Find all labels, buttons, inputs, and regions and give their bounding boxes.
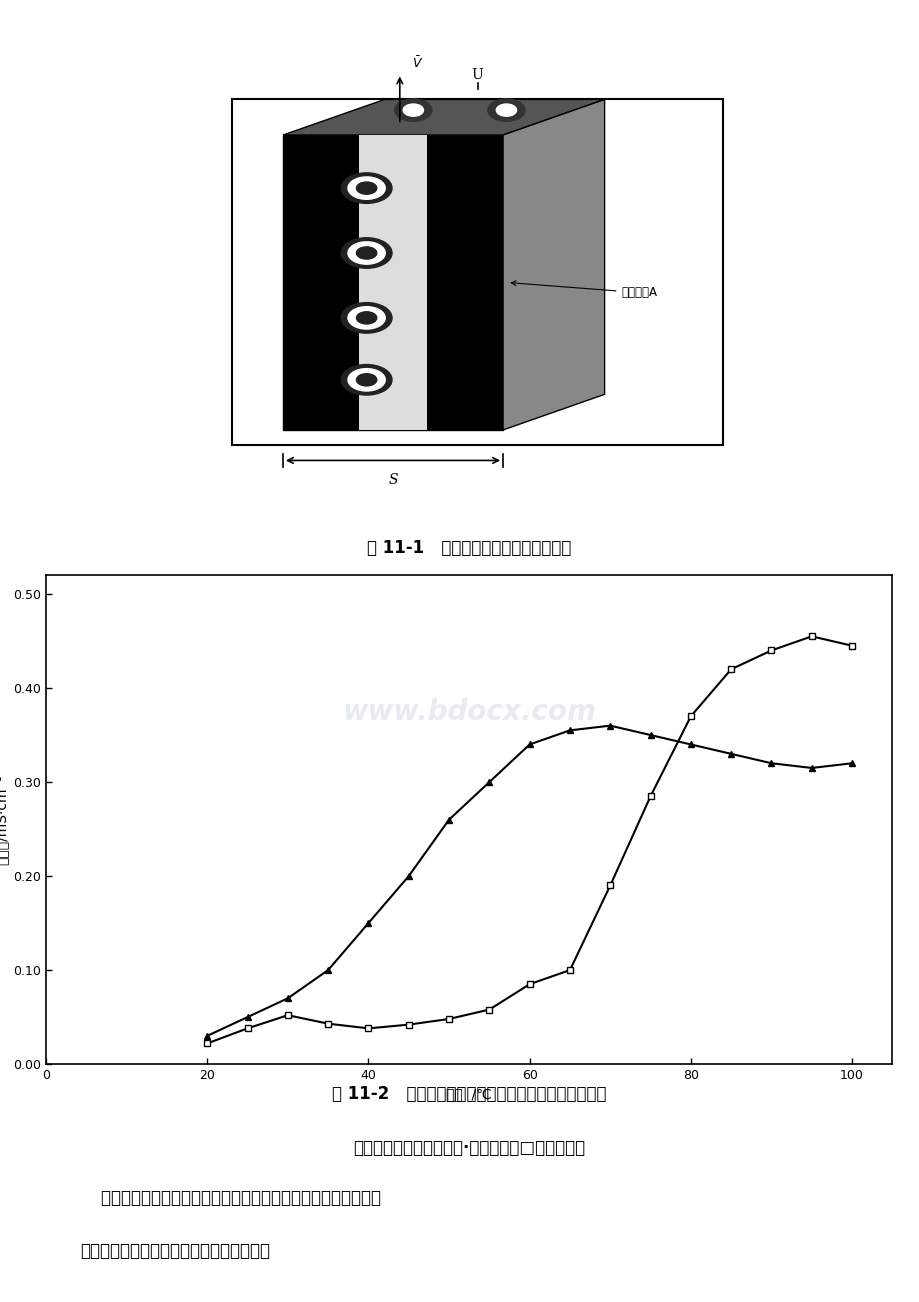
Circle shape: [403, 104, 423, 116]
Circle shape: [356, 182, 377, 194]
Text: www.bdocx.com: www.bdocx.com: [342, 698, 596, 727]
Bar: [358, 135, 426, 430]
Circle shape: [347, 368, 385, 391]
Circle shape: [341, 365, 391, 395]
Circle shape: [356, 311, 377, 324]
X-axis label: 温度  /℃: 温度 /℃: [446, 1087, 492, 1101]
Text: 图 11-1   含颗粒食品的欧姆加热示意图: 图 11-1 含颗粒食品的欧姆加热示意图: [367, 539, 571, 557]
Circle shape: [394, 99, 432, 121]
Polygon shape: [503, 99, 604, 430]
Text: 此外，食品的电导率还是频率的函数；食品的各个方向电导率是: 此外，食品的电导率还是频率的函数；食品的各个方向电导率是: [80, 1189, 380, 1207]
Circle shape: [341, 238, 391, 268]
Circle shape: [347, 307, 385, 329]
Circle shape: [356, 247, 377, 259]
Text: 不同的，如胡萝卜长轴方向的电导率较高。: 不同的，如胡萝卜长轴方向的电导率较高。: [80, 1242, 269, 1260]
Circle shape: [347, 177, 385, 199]
Circle shape: [341, 302, 391, 333]
Text: 电极表面A: 电极表面A: [511, 281, 657, 299]
Polygon shape: [283, 99, 604, 135]
Bar: [232, 99, 722, 445]
Polygon shape: [283, 135, 503, 430]
Text: 图 11-2   梨在欧姆加热和传统加热两种方式下其电导率: 图 11-2 梨在欧姆加热和传统加热两种方式下其电导率: [332, 1085, 606, 1103]
Circle shape: [347, 242, 385, 264]
Circle shape: [356, 374, 377, 385]
Circle shape: [495, 104, 516, 116]
Text: S: S: [388, 473, 397, 487]
Circle shape: [487, 99, 525, 121]
Y-axis label: 电导率/mS·cm⁻¹: 电导率/mS·cm⁻¹: [0, 775, 9, 865]
Text: U: U: [471, 68, 483, 82]
Text: 随温度变化情况的比较（·欧姆加热，□传统加热）: 随温度变化情况的比较（·欧姆加热，□传统加热）: [353, 1139, 584, 1157]
Circle shape: [341, 173, 391, 203]
Text: $\bar{V}$: $\bar{V}$: [412, 56, 424, 72]
